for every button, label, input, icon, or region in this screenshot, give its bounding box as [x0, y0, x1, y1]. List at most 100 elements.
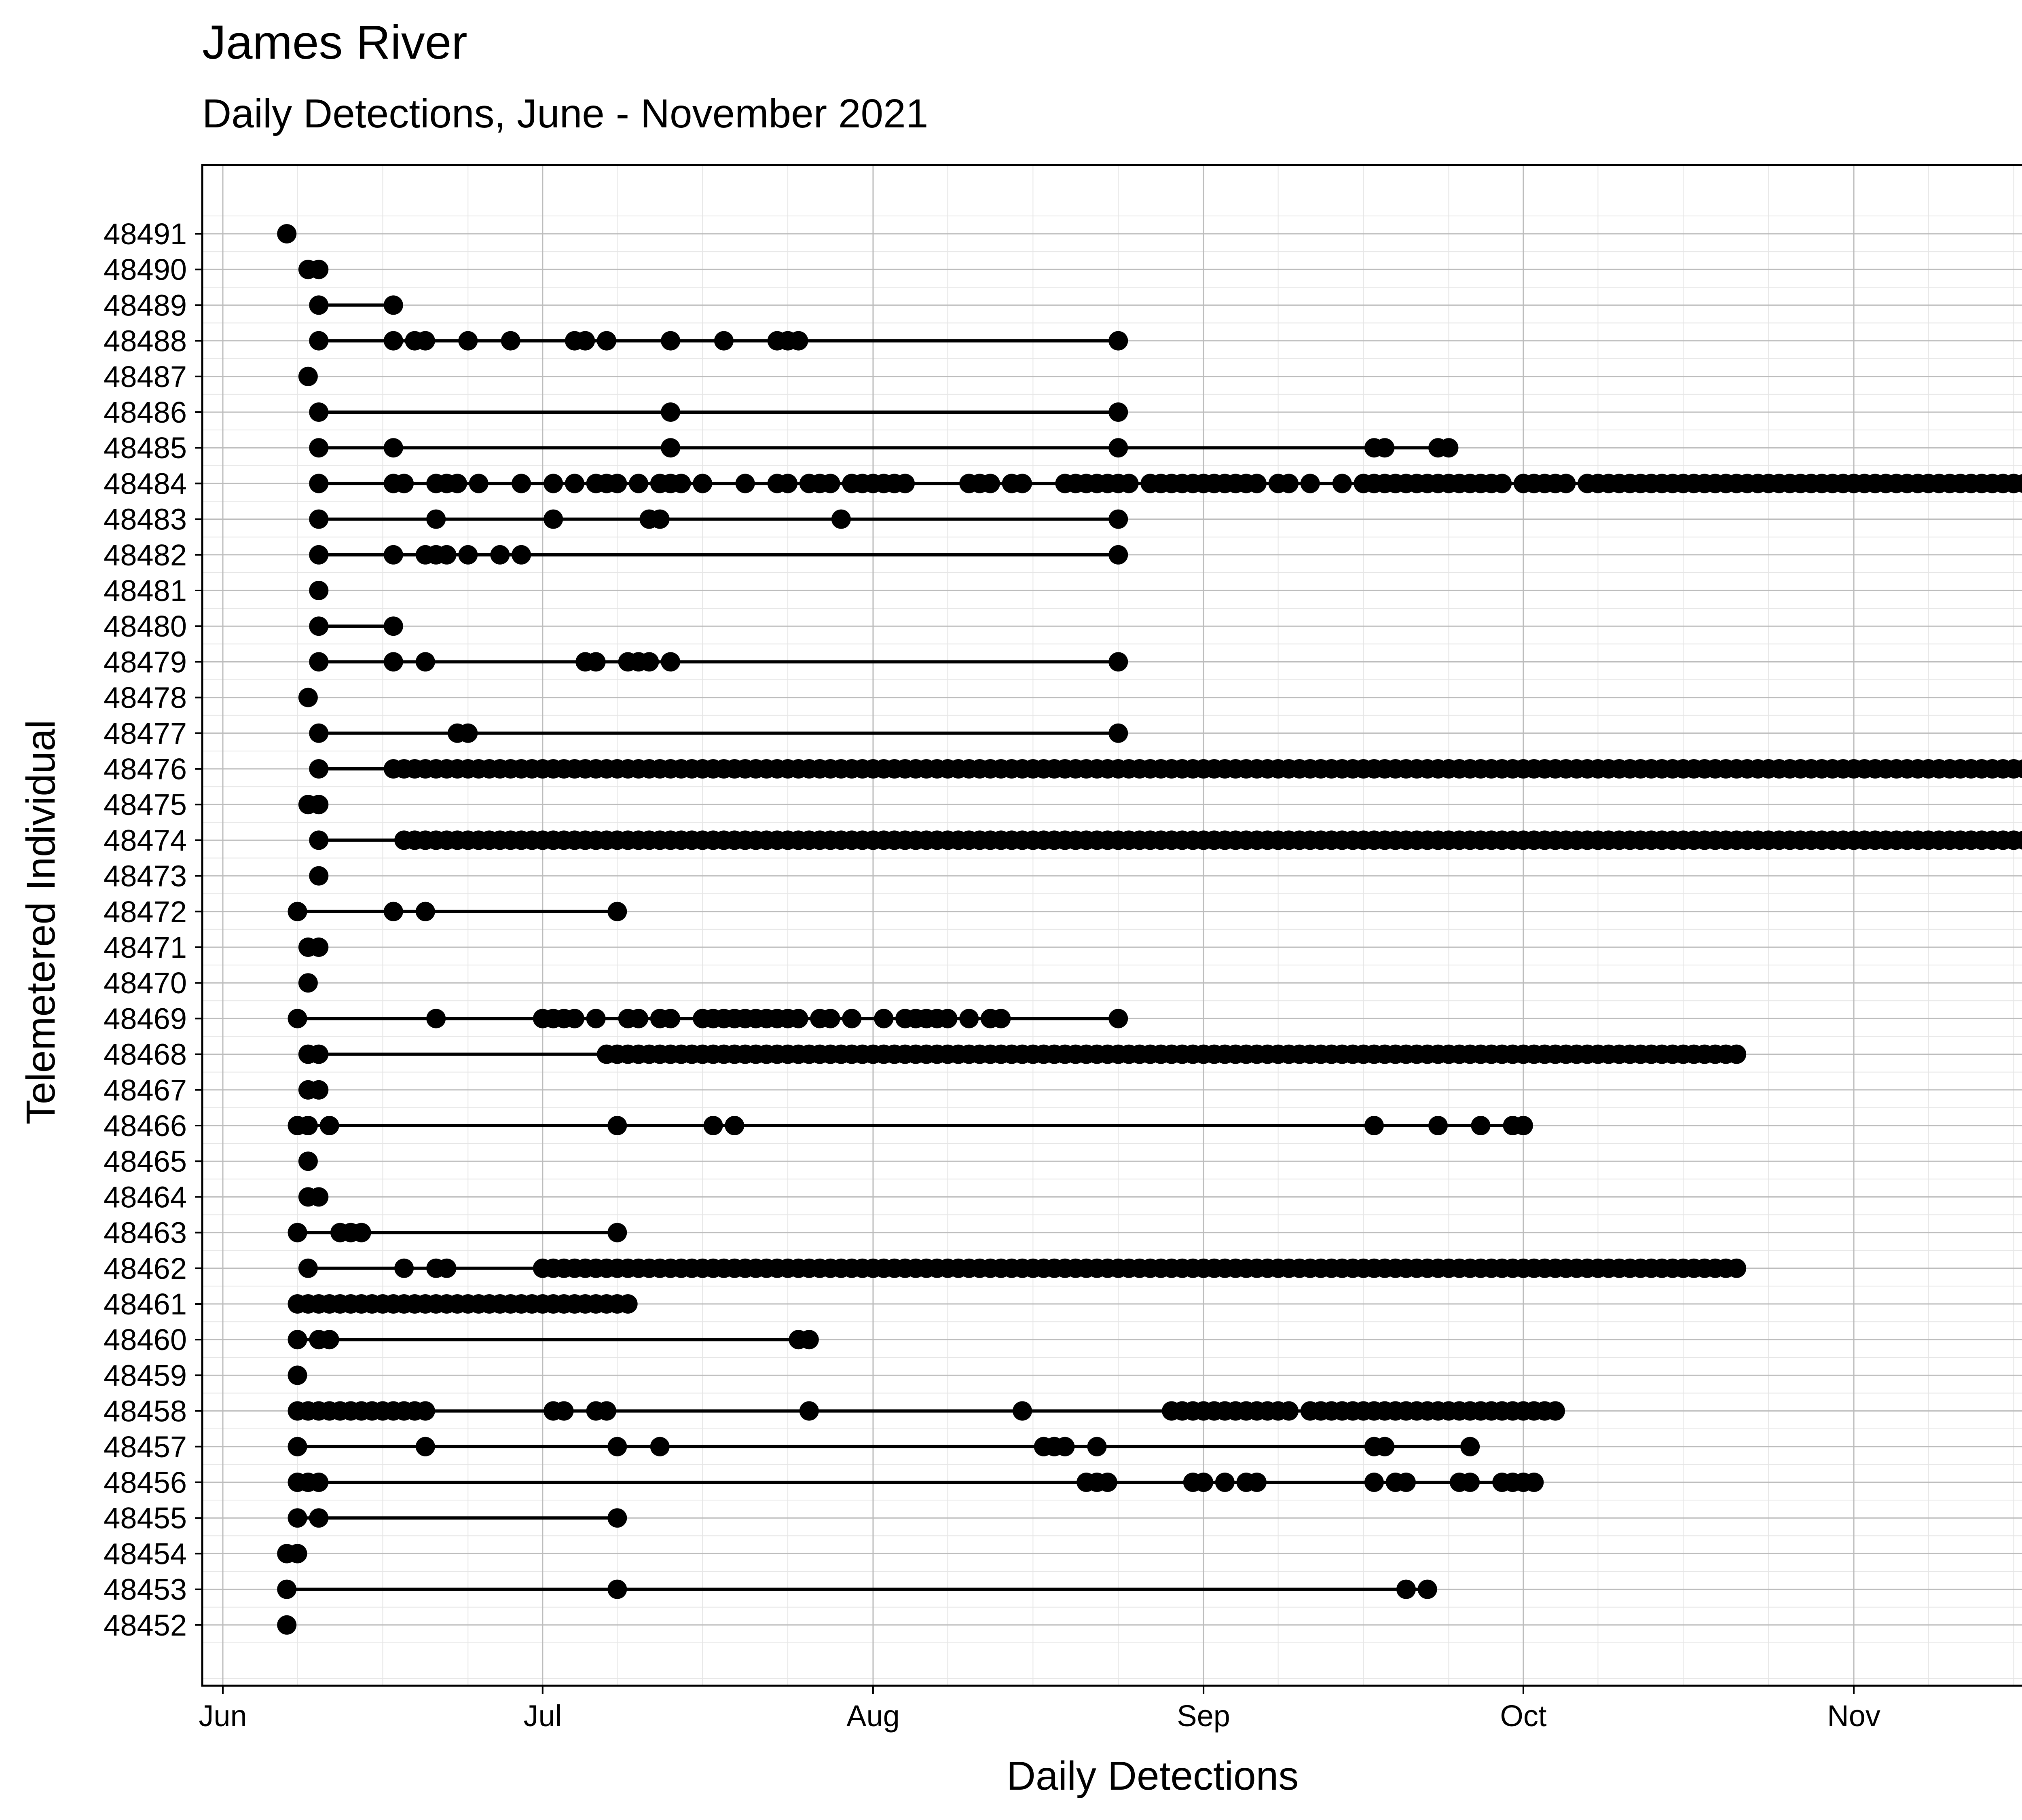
data-point — [288, 902, 307, 921]
data-point — [607, 1116, 627, 1135]
data-point — [288, 1009, 307, 1029]
data-point — [383, 331, 403, 351]
plot-border — [201, 164, 2022, 1687]
data-point — [1460, 1473, 1480, 1492]
data-point — [319, 1330, 339, 1350]
data-point — [309, 509, 329, 529]
data-point — [618, 1294, 638, 1314]
data-point — [1727, 1258, 1747, 1278]
y-tick-label: 48453 — [104, 1573, 187, 1606]
data-point — [735, 474, 755, 493]
data-point — [1417, 1579, 1437, 1599]
data-point — [1108, 438, 1128, 458]
data-point — [799, 1330, 819, 1350]
data-point — [799, 1401, 819, 1421]
data-point — [447, 474, 467, 493]
data-point — [309, 938, 329, 957]
x-tick-label: Nov — [1827, 1699, 1880, 1733]
data-point — [309, 260, 329, 279]
data-point — [1279, 1401, 1299, 1421]
data-point — [2014, 474, 2022, 493]
y-tick-label: 48488 — [104, 324, 187, 358]
data-point — [501, 331, 520, 351]
y-tick-label: 48473 — [104, 859, 187, 893]
y-tick-label: 48472 — [104, 895, 187, 929]
y-tick-label: 48465 — [104, 1145, 187, 1178]
y-tick-label: 48484 — [104, 467, 187, 500]
data-point — [298, 366, 318, 386]
data-point — [309, 795, 329, 815]
data-point — [2014, 759, 2022, 779]
y-tick-label: 48489 — [104, 288, 187, 322]
data-point — [789, 331, 808, 351]
data-point — [1108, 331, 1128, 351]
data-point — [1119, 474, 1139, 493]
data-point — [821, 474, 840, 493]
data-point — [309, 402, 329, 422]
data-point — [309, 759, 329, 779]
data-point — [309, 866, 329, 886]
data-point — [565, 474, 584, 493]
y-tick-label: 48490 — [104, 253, 187, 286]
data-point — [415, 331, 435, 351]
y-tick-label: 48467 — [104, 1073, 187, 1107]
y-tick-label: 48461 — [104, 1287, 187, 1321]
data-point — [938, 1009, 958, 1029]
data-point — [437, 1258, 457, 1278]
x-tick-label: Oct — [1500, 1699, 1547, 1733]
data-point — [991, 1009, 1011, 1029]
data-point — [671, 474, 691, 493]
data-point — [1396, 1473, 1416, 1492]
data-point — [661, 402, 681, 422]
data-point — [1098, 1473, 1117, 1492]
y-tick-label: 48459 — [104, 1359, 187, 1392]
data-point — [1524, 1473, 1544, 1492]
data-point — [586, 652, 606, 672]
data-point — [309, 1473, 329, 1492]
chart-subtitle: Daily Detections, June - November 2021 — [202, 91, 928, 136]
x-tick-label: Jun — [199, 1699, 247, 1733]
y-tick-label: 48463 — [104, 1216, 187, 1250]
data-point — [1471, 1116, 1491, 1135]
y-tick-label: 48485 — [104, 431, 187, 465]
data-point — [351, 1223, 371, 1242]
data-point — [714, 331, 734, 351]
data-point — [842, 1009, 862, 1029]
data-point — [607, 902, 627, 921]
y-tick-label: 48469 — [104, 1002, 187, 1035]
data-point — [383, 902, 403, 921]
data-point — [1556, 474, 1576, 493]
data-point — [629, 474, 649, 493]
data-point — [607, 1508, 627, 1528]
data-point — [693, 474, 713, 493]
data-point — [575, 331, 595, 351]
data-point — [544, 474, 563, 493]
data-point — [309, 652, 329, 672]
data-point — [309, 830, 329, 850]
data-point — [596, 1401, 616, 1421]
plot-background — [202, 165, 2022, 1686]
data-point — [319, 1116, 339, 1135]
data-point — [288, 1223, 307, 1242]
data-point — [1513, 1116, 1533, 1135]
data-point — [277, 224, 297, 243]
data-point — [554, 1401, 574, 1421]
data-point — [1013, 1401, 1032, 1421]
data-point — [288, 1437, 307, 1456]
data-point — [298, 688, 318, 707]
data-point — [309, 581, 329, 600]
data-point — [512, 545, 531, 565]
y-tick-label: 48455 — [104, 1501, 187, 1535]
data-point — [309, 474, 329, 493]
data-point — [1215, 1473, 1235, 1492]
y-tick-label: 48452 — [104, 1608, 187, 1642]
data-point — [458, 723, 478, 743]
data-point — [490, 545, 510, 565]
y-tick-label: 48476 — [104, 752, 187, 786]
y-tick-label: 48479 — [104, 645, 187, 679]
y-tick-label: 48491 — [104, 217, 187, 251]
data-point — [1087, 1437, 1107, 1456]
data-point — [1375, 1437, 1395, 1456]
y-tick-label: 48464 — [104, 1180, 187, 1214]
